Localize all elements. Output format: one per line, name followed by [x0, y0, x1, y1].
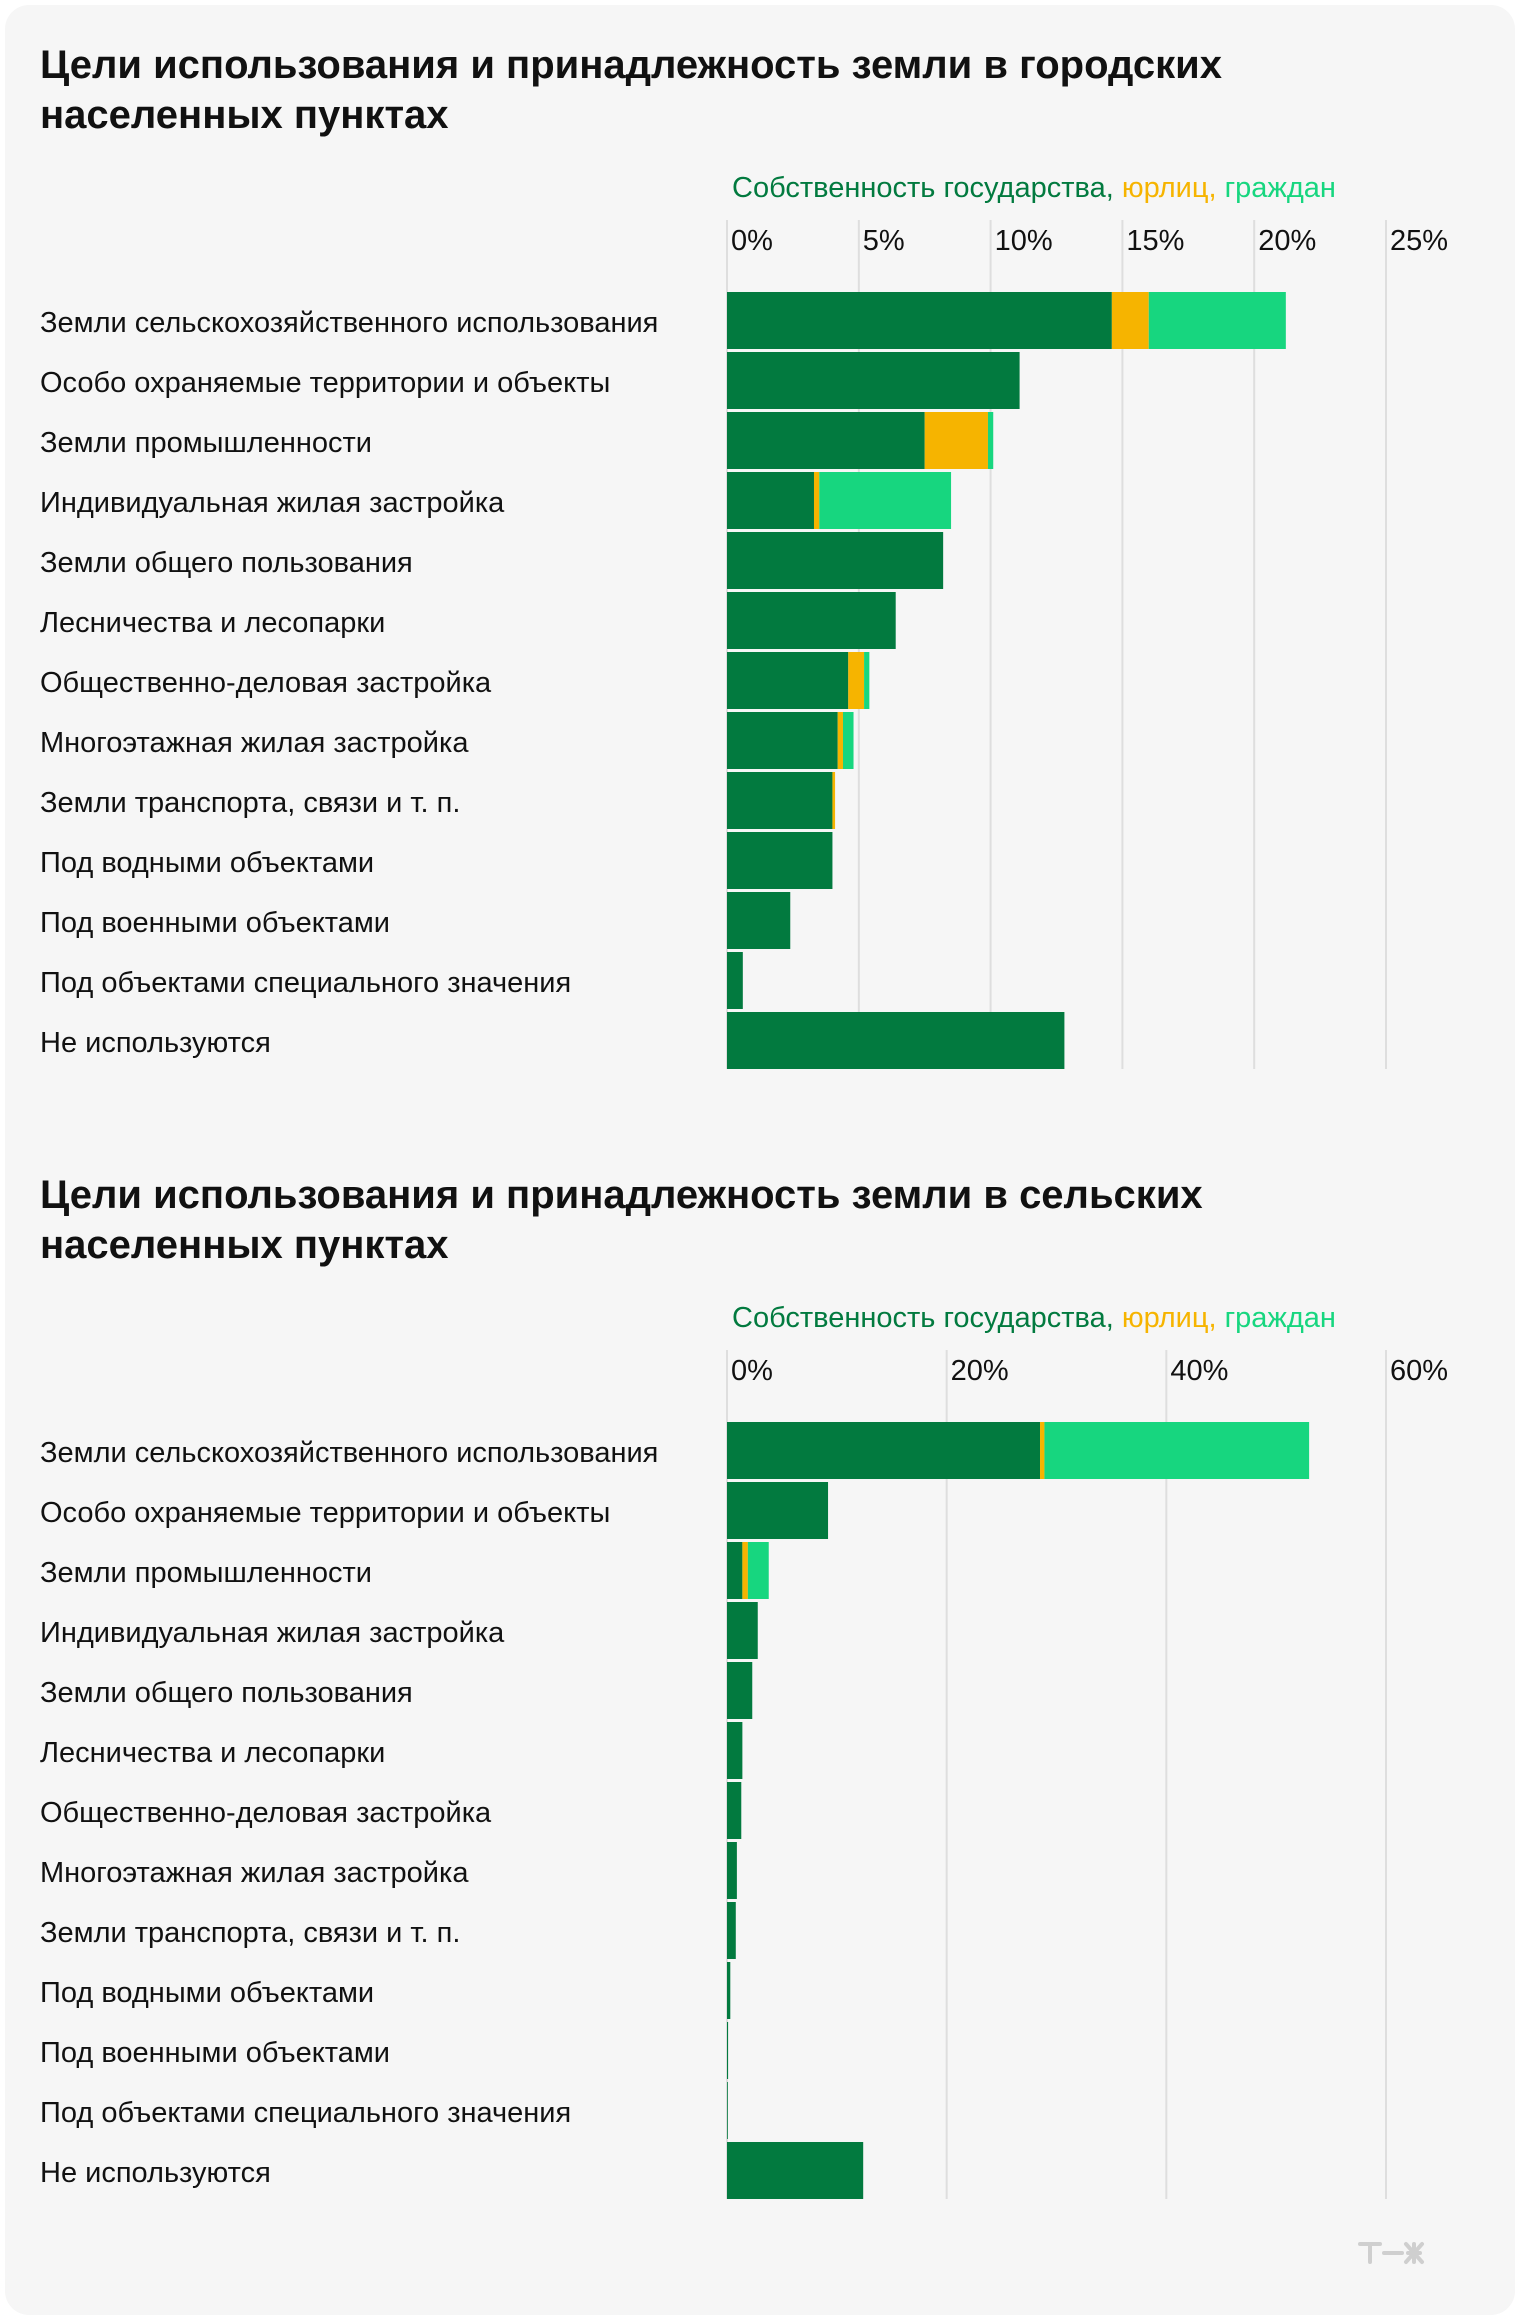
bar-segment-legal: [848, 652, 865, 709]
category-label: Многоэтажная жилая застройка: [40, 727, 469, 759]
urban-bar-chart: 0% 5% 10% 15% 20% 25% Земли сельскохозяйственн…: [40, 220, 1448, 1069]
bar-segment-state: [727, 952, 743, 1009]
bar-segment-state: [727, 2082, 728, 2139]
category-label: Земли промышленности: [40, 427, 372, 459]
bar-segment-state: [727, 472, 814, 529]
rural-chart-title: Цели использования и принадлежность земл…: [40, 1173, 1203, 1267]
category-label: Под водными объектами: [40, 1977, 374, 2009]
x-tick-label: 20%: [1258, 225, 1316, 257]
bar-segment-state: [727, 1842, 737, 1899]
rural-bar-chart: 0% 20% 40% 60% Земли сельскохозяйственного и…: [40, 1350, 1448, 2199]
urban-chart-legend: Собственность государства, юрлиц, гражда…: [732, 170, 1336, 206]
category-label: Общественно-деловая застройка: [40, 667, 492, 699]
bar-segment-state: [727, 712, 838, 769]
bar-segment-legal: [1111, 292, 1149, 349]
legend-legal-label: юрлиц: [1113, 172, 1209, 204]
category-label: Особо охраняемые территории и объекты: [40, 1497, 610, 1529]
x-tick-label: 25%: [1390, 225, 1448, 257]
category-label: Под объектами специального значения: [40, 967, 571, 999]
category-label: Общественно-деловая застройка: [40, 1797, 492, 1829]
bar-segment-legal: [837, 712, 843, 769]
category-label: Особо охраняемые территории и объекты: [40, 367, 610, 399]
legend-separator: ,: [1208, 1302, 1217, 1334]
category-label: Земли общего пользования: [40, 547, 413, 579]
bar-segment-state: [727, 1662, 753, 1719]
legend-separator: ,: [1208, 172, 1217, 204]
bar-segment-state: [727, 592, 896, 649]
category-label: Земли сельскохозяйственного использовани…: [40, 1437, 658, 1469]
bar-segment-state: [727, 1422, 1041, 1479]
bar-segment-citizen: [819, 472, 952, 529]
urban-chart-title: Цели использования и принадлежность земл…: [40, 43, 1222, 137]
bar-segment-state: [727, 652, 849, 709]
bar-segment-legal: [742, 1542, 748, 1599]
category-label: Земли сельскохозяйственного использовани…: [40, 307, 658, 339]
category-label: Земли транспорта, связи и т. п.: [40, 1917, 460, 1949]
bar-segment-state: [727, 412, 925, 469]
category-label: Индивидуальная жилая застройка: [40, 1617, 505, 1649]
bar-segment-legal: [813, 472, 820, 529]
rural-chart-legend: Собственность государства, юрлиц, гражда…: [732, 1300, 1336, 1336]
x-tick-label: 10%: [995, 225, 1053, 257]
legend-state-label: Собственность государства: [732, 172, 1106, 204]
bar-segment-legal: [924, 412, 988, 469]
x-tick-label: 0%: [731, 1355, 773, 1387]
category-label: Индивидуальная жилая застройка: [40, 487, 505, 519]
category-label: Многоэтажная жилая застройка: [40, 1857, 469, 1889]
category-label: Под военными объектами: [40, 2037, 390, 2069]
bar-segment-state: [727, 1542, 743, 1599]
x-tick-label: 60%: [1390, 1355, 1448, 1387]
x-tick-label: 20%: [951, 1355, 1009, 1387]
legend-citizen-label: граждан: [1216, 1302, 1336, 1334]
bar-segment-citizen: [1148, 292, 1286, 349]
bar-segment-citizen: [747, 1542, 769, 1599]
bar-segment-state: [727, 1782, 742, 1839]
bar-segment-citizen: [842, 712, 854, 769]
bar-segment-state: [727, 772, 833, 829]
bar-segment-citizen: [1044, 1422, 1310, 1479]
category-label: Земли транспорта, связи и т. п.: [40, 787, 460, 819]
category-label: Под водными объектами: [40, 847, 374, 879]
bar-segment-state: [727, 2142, 864, 2199]
bar-segment-state: [727, 1722, 743, 1779]
bar-segment-state: [727, 532, 944, 589]
legend-state-label: Собственность государства: [732, 1302, 1106, 1334]
bar-segment-state: [727, 352, 1020, 409]
bar-segment-state: [727, 1482, 829, 1539]
category-label: Под военными объектами: [40, 907, 390, 939]
bar-segment-state: [727, 1602, 758, 1659]
category-label: Не используются: [40, 1027, 271, 1059]
tzh-logo-icon: [1358, 2242, 1424, 2264]
category-label: Под объектами специального значения: [40, 2097, 571, 2129]
bar-segment-citizen: [864, 652, 870, 709]
bar-segment-state: [727, 892, 791, 949]
x-tick-label: 5%: [863, 225, 905, 257]
bar-segment-state: [727, 1902, 736, 1959]
x-tick-label: 0%: [731, 225, 773, 257]
bar-segment-legal: [1040, 1422, 1045, 1479]
legend-separator: ,: [1105, 1302, 1114, 1334]
bar-segment-legal: [832, 772, 836, 829]
legend-separator: ,: [1105, 172, 1114, 204]
bar-segment-state: [727, 1962, 731, 2019]
x-tick-label: 15%: [1126, 225, 1184, 257]
category-label: Земли промышленности: [40, 1557, 372, 1589]
legend-legal-label: юрлиц: [1113, 1302, 1209, 1334]
legend-citizen-label: граждан: [1216, 172, 1336, 204]
bar-segment-state: [727, 2022, 729, 2079]
bar-segment-state: [727, 292, 1112, 349]
category-label: Земли общего пользования: [40, 1677, 413, 1709]
bar-segment-citizen: [987, 412, 994, 469]
bar-segment-state: [727, 832, 833, 889]
x-tick-label: 40%: [1170, 1355, 1228, 1387]
category-label: Лесничества и лесопарки: [40, 1737, 385, 1769]
bar-segment-state: [727, 1012, 1065, 1069]
category-label: Не используются: [40, 2157, 271, 2189]
category-label: Лесничества и лесопарки: [40, 607, 385, 639]
